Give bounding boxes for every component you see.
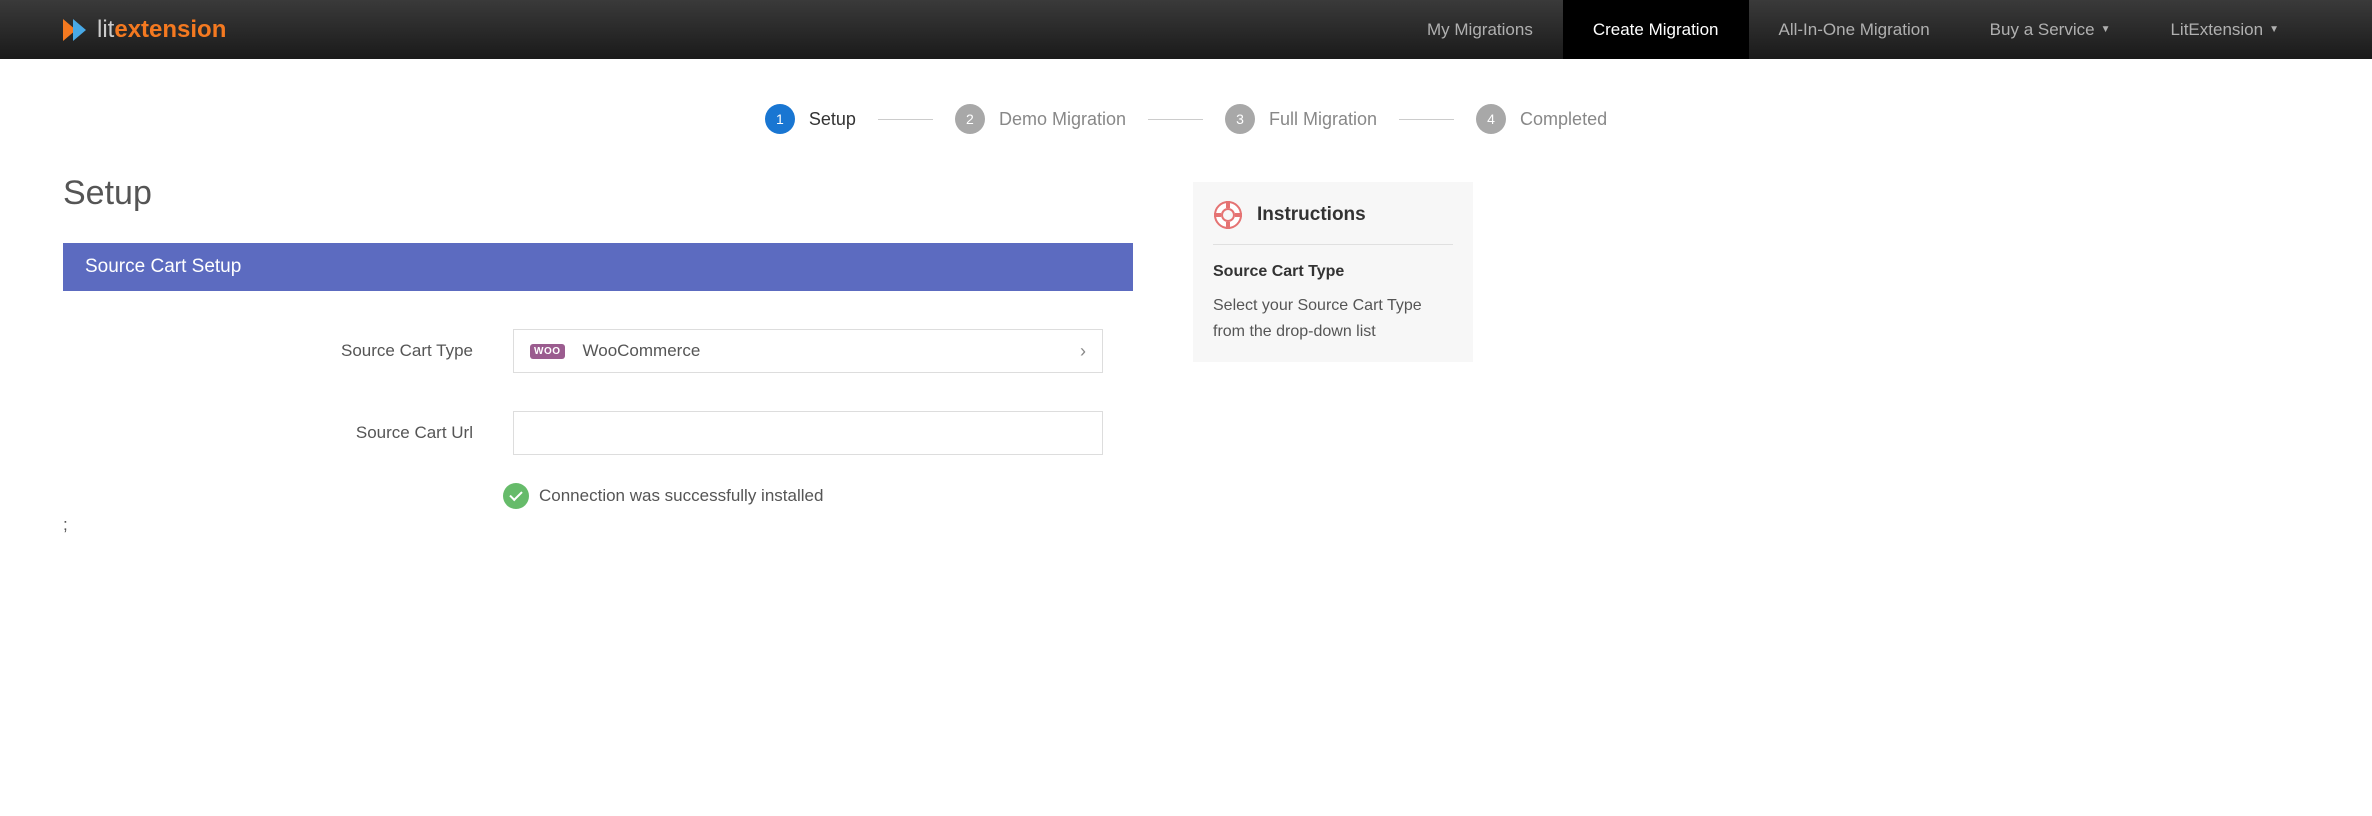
section-header: Source Cart Setup (63, 243, 1133, 291)
step-divider (1399, 119, 1454, 120)
logo-icon (63, 17, 89, 43)
woo-icon: WOO (530, 344, 565, 359)
page-title: Setup (63, 174, 1133, 213)
step-divider (878, 119, 933, 120)
navbar: litextension My Migrations Create Migrat… (0, 0, 2372, 59)
step-full[interactable]: 3 Full Migration (1225, 104, 1377, 134)
cart-url-control (513, 411, 1103, 455)
nav-label: Create Migration (1593, 20, 1719, 40)
form-row-cart-url: Source Cart Url (63, 411, 1133, 455)
step-label: Demo Migration (999, 109, 1126, 130)
step-divider (1148, 119, 1203, 120)
step-number: 2 (955, 104, 985, 134)
cart-type-value: WooCommerce (583, 341, 1081, 361)
step-setup[interactable]: 1 Setup (765, 104, 856, 134)
caret-down-icon: ▼ (2101, 24, 2111, 35)
cart-type-control: WOO WooCommerce › (513, 329, 1103, 373)
instructions-text: Select your Source Cart Type from the dr… (1213, 293, 1453, 344)
nav-create-migration[interactable]: Create Migration (1563, 0, 1749, 59)
caret-down-icon: ▼ (2269, 24, 2279, 35)
stray-text: ; (63, 515, 1133, 535)
step-number: 3 (1225, 104, 1255, 134)
step-label: Completed (1520, 109, 1607, 130)
step-demo[interactable]: 2 Demo Migration (955, 104, 1126, 134)
nav-my-migrations[interactable]: My Migrations (1397, 0, 1563, 59)
life-ring-icon (1213, 200, 1243, 230)
nav-label: All-In-One Migration (1779, 20, 1930, 40)
logo[interactable]: litextension (63, 16, 226, 44)
status-text: Connection was successfully installed (539, 486, 823, 506)
step-number: 1 (765, 104, 795, 134)
nav-all-in-one[interactable]: All-In-One Migration (1749, 0, 1960, 59)
left-panel: Setup Source Cart Setup Source Cart Type… (63, 174, 1133, 535)
status-row: Connection was successfully installed (63, 483, 1133, 509)
stepper: 1 Setup 2 Demo Migration 3 Full Migratio… (0, 104, 2372, 134)
cart-type-label: Source Cart Type (63, 341, 513, 361)
nav-label: Buy a Service (1990, 20, 2095, 40)
form-row-cart-type: Source Cart Type WOO WooCommerce › (63, 329, 1133, 373)
instructions-subtitle: Source Cart Type (1213, 263, 1453, 281)
nav-litextension[interactable]: LitExtension ▼ (2140, 0, 2309, 59)
nav-label: My Migrations (1427, 20, 1533, 40)
nav-label: LitExtension (2170, 20, 2263, 40)
cart-type-select[interactable]: WOO WooCommerce › (513, 329, 1103, 373)
main-content: Setup Source Cart Setup Source Cart Type… (0, 174, 2372, 535)
step-label: Setup (809, 109, 856, 130)
cart-url-label: Source Cart Url (63, 423, 513, 443)
step-completed[interactable]: 4 Completed (1476, 104, 1607, 134)
nav-buy-service[interactable]: Buy a Service ▼ (1960, 0, 2141, 59)
right-panel: Instructions Source Cart Type Select you… (1193, 174, 1473, 535)
cart-url-input[interactable] (513, 411, 1103, 455)
step-number: 4 (1476, 104, 1506, 134)
step-label: Full Migration (1269, 109, 1377, 130)
nav-links: My Migrations Create Migration All-In-On… (1397, 0, 2309, 59)
chevron-right-icon: › (1080, 341, 1086, 362)
logo-text: litextension (97, 16, 226, 44)
instructions-title: Instructions (1257, 204, 1366, 226)
check-icon (503, 483, 529, 509)
instructions-header: Instructions (1213, 200, 1453, 245)
instructions-box: Instructions Source Cart Type Select you… (1193, 182, 1473, 362)
